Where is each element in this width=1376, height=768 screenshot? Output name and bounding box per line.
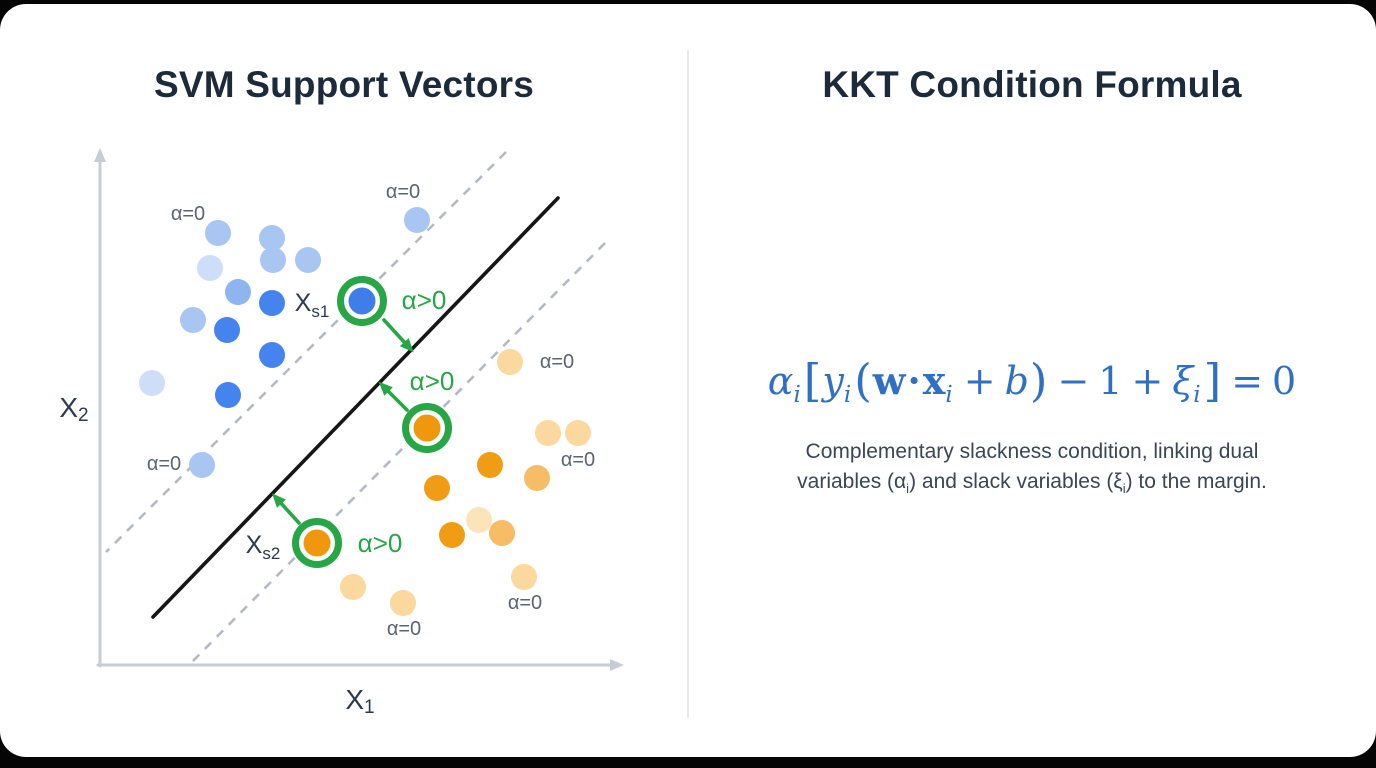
- y-axis-arrowhead: [94, 148, 106, 162]
- kkt-formula: αi[yi(w·xi + b) −1 + ξi] = 0: [700, 352, 1364, 414]
- right-panel-title: KKT Condition Formula: [822, 64, 1242, 105]
- formula-cdot: ·: [907, 358, 921, 403]
- formula-minus: −: [1057, 359, 1090, 403]
- blue-class-point: [197, 255, 223, 281]
- support-vector-point-1: [348, 287, 376, 315]
- formula-alpha: α: [767, 359, 794, 403]
- alpha-zero-label: α=0: [387, 618, 421, 640]
- blue-class-point: [139, 370, 165, 396]
- formula-lbracket: [: [803, 354, 822, 407]
- formula-sub-i: i: [793, 382, 801, 408]
- formula-sub-i: i: [945, 382, 953, 408]
- blue-class-point: [180, 307, 206, 333]
- formula-lparen: (: [854, 354, 872, 407]
- alpha-zero-label: α=0: [508, 592, 542, 614]
- blue-class-point: [189, 452, 215, 478]
- orange-class-point: [565, 420, 591, 446]
- axis-title-label: X2: [59, 392, 88, 426]
- support-vector-point-2: [413, 414, 441, 442]
- support-vector-name-label: Xs2: [246, 531, 281, 563]
- orange-class-point: [535, 420, 561, 446]
- alpha-positive-label: α>0: [402, 285, 447, 315]
- blue-class-point: [205, 220, 231, 246]
- alpha-positive-label: α>0: [410, 366, 455, 396]
- support-vector-arrow-2: [384, 387, 409, 412]
- blue-class-point: [215, 382, 241, 408]
- formula-y: y: [822, 359, 844, 403]
- orange-class-point: [424, 475, 450, 501]
- orange-class-point: [390, 590, 416, 616]
- alpha-zero-label: α=0: [540, 351, 574, 373]
- support-vector-arrow-1: [382, 318, 408, 346]
- alpha-zero-label: α=0: [147, 453, 181, 475]
- formula-plus: +: [963, 359, 996, 403]
- orange-class-point: [439, 522, 465, 548]
- blue-class-point: [259, 290, 285, 316]
- orange-class-point: [340, 574, 366, 600]
- orange-class-point: [511, 564, 537, 590]
- support-vector-arrow-3: [277, 499, 301, 525]
- formula-rparen: ): [1029, 354, 1048, 407]
- formula-w: w: [872, 358, 906, 403]
- decision-boundary-line: [151, 196, 560, 619]
- description-line1: Complementary slackness condition, linki…: [805, 440, 1259, 463]
- alpha-zero-label: α=0: [386, 181, 420, 203]
- formula-rbracket: ]: [1203, 354, 1222, 407]
- orange-class-point: [477, 452, 503, 478]
- support-vector-arrowhead-3: [272, 493, 286, 508]
- formula-x: x: [922, 358, 946, 403]
- description-line2: variables (αi) and slack variables (ξi) …: [797, 470, 1267, 496]
- blue-class-point: [259, 225, 285, 251]
- orange-class-point: [524, 465, 550, 491]
- formula-one: 1: [1098, 359, 1123, 403]
- blue-class-point: [404, 207, 430, 233]
- blue-class-point: [225, 279, 251, 305]
- formula-sub-i: i: [843, 382, 852, 408]
- formula-plus: +: [1131, 359, 1164, 403]
- orange-class-point: [489, 520, 515, 546]
- formula-b: b: [1004, 359, 1029, 403]
- orange-class-point: [466, 507, 492, 533]
- axis-title-label: X1: [345, 684, 374, 718]
- alpha-zero-label: α=0: [561, 449, 595, 471]
- support-vector-arrowhead-1: [399, 338, 414, 353]
- margin-line-2: [190, 242, 606, 664]
- support-vector-point-3: [303, 529, 331, 557]
- panel-divider: [687, 50, 689, 718]
- blue-class-point: [214, 317, 240, 343]
- formula-zero: 0: [1272, 359, 1297, 403]
- blue-class-point: [259, 342, 285, 368]
- formula-sub-i: i: [1193, 382, 1201, 408]
- orange-class-point: [497, 349, 523, 375]
- formula-xi: ξ: [1172, 359, 1194, 403]
- support-vector-name-label: Xs1: [295, 289, 330, 321]
- blue-class-point: [260, 247, 286, 273]
- formula-description: Complementary slackness condition, linki…: [700, 437, 1364, 504]
- blue-class-point: [295, 247, 321, 273]
- x-axis-arrowhead: [610, 659, 624, 671]
- alpha-positive-label: α>0: [358, 528, 403, 558]
- alpha-zero-label: α=0: [171, 203, 205, 225]
- support-vector-arrowhead-2: [378, 381, 393, 396]
- left-panel-title: SVM Support Vectors: [153, 64, 535, 105]
- formula-equals: =: [1231, 359, 1264, 403]
